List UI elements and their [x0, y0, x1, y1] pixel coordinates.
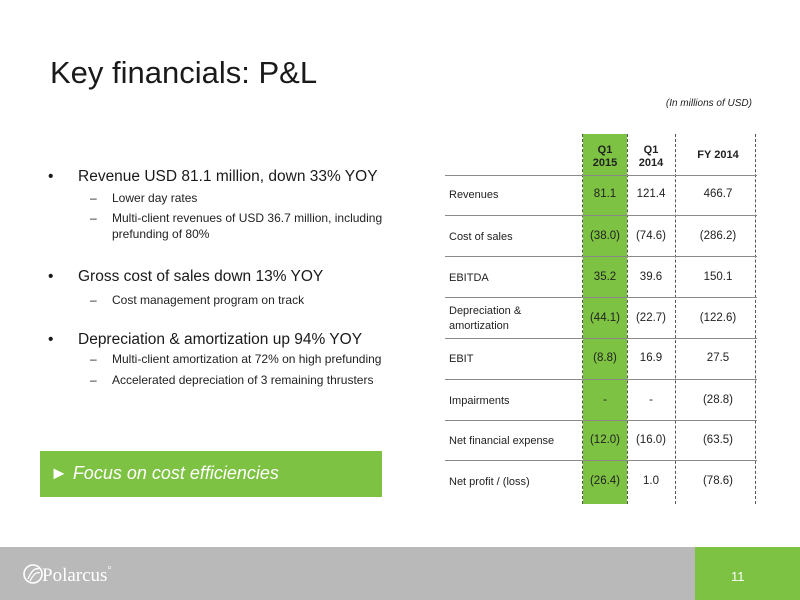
table-cell: (286.2): [699, 230, 737, 242]
row-label-depreciation-amortization: Depreciation & amortization: [449, 305, 522, 332]
table-cell: (74.6): [635, 230, 667, 242]
column-divider: [755, 134, 756, 504]
table-cell: (16.0): [635, 434, 667, 446]
table-cell: (44.1): [589, 312, 621, 324]
dash-symbol: –: [90, 191, 97, 205]
table-cell: (26.4): [589, 475, 621, 487]
financial-table: Q1 2015 Q1 2014 FY 2014 Revenues 81.1 12…: [445, 134, 757, 504]
column-divider: [675, 134, 676, 504]
table-cell: (78.6): [702, 475, 734, 487]
sub-bullet-text: Multi-client revenues of USD 36.7 millio…: [112, 211, 383, 241]
sub-bullet-text: Lower day rates: [112, 191, 198, 205]
company-logo: Polarcus°: [22, 561, 152, 589]
row-label-ebit: EBIT: [449, 353, 474, 365]
table-cell: (28.8): [702, 394, 734, 406]
table-cell: 27.5: [706, 352, 730, 364]
dash-symbol: –: [90, 211, 97, 225]
logo-wordmark: Polarcus: [42, 565, 108, 586]
bullet-text: Revenue USD 81.1 million, down 33% YOY: [78, 168, 378, 185]
column-divider: [627, 134, 628, 504]
table-cell: 1.0: [643, 475, 659, 487]
row-divider: [445, 175, 757, 176]
row-label-cost-of-sales: Cost of sales: [449, 231, 513, 243]
row-divider: [445, 379, 757, 380]
row-label-net-profit-loss: Net profit / (loss): [449, 476, 530, 488]
bullet-symbol: •: [48, 268, 54, 285]
table-cell: -: [603, 394, 607, 406]
table-cell: 81.1: [593, 188, 617, 200]
row-divider: [445, 297, 757, 298]
dash-symbol: –: [90, 293, 97, 307]
bullet-text: Gross cost of sales down 13% YOY: [78, 268, 324, 285]
row-divider: [445, 256, 757, 257]
row-divider: [445, 215, 757, 216]
sub-bullet-text: Multi-client amortization at 72% on high…: [112, 352, 382, 366]
callout-box: ► Focus on cost efficiencies: [40, 451, 382, 497]
table-cell: (12.0): [589, 434, 621, 446]
row-label-revenues: Revenues: [449, 189, 499, 201]
table-cell: 39.6: [639, 271, 663, 283]
page-number: 11: [731, 569, 745, 584]
page-title: Key financials: P&L: [50, 55, 318, 90]
row-divider: [445, 420, 757, 421]
table-cell: (22.7): [635, 312, 667, 324]
table-cell: 16.9: [639, 352, 663, 364]
footer-bar: Polarcus° 11: [0, 547, 800, 600]
row-label-net-financial-expense: Net financial expense: [449, 435, 555, 447]
sub-bullet-text: Accelerated depreciation of 3 remaining …: [112, 373, 374, 387]
header-q1-2014: Q1 2014: [638, 144, 664, 169]
header-q1-2015: Q1 2015: [592, 144, 618, 169]
row-divider: [445, 338, 757, 339]
table-cell: (8.8): [593, 352, 617, 364]
row-divider: [445, 460, 757, 461]
bullet-symbol: •: [48, 331, 54, 348]
table-cell: 35.2: [593, 271, 617, 283]
sub-bullet-text: Cost management program on track: [112, 293, 305, 307]
logo-text: Polarcus°: [42, 565, 111, 587]
table-cell: (122.6): [699, 312, 737, 324]
row-label-impairments: Impairments: [449, 395, 510, 407]
polarcus-logo-icon: [23, 564, 43, 584]
dash-symbol: –: [90, 373, 97, 387]
header-fy-2014: FY 2014: [697, 149, 739, 161]
column-divider: [582, 134, 583, 504]
table-cell: (63.5): [702, 434, 734, 446]
table-cell: (38.0): [589, 230, 621, 242]
bullet-text: Depreciation & amortization up 94% YOY: [78, 331, 363, 348]
table-cell: -: [649, 394, 653, 406]
table-cell: 150.1: [703, 271, 733, 283]
table-cell: 466.7: [703, 188, 733, 200]
page-number-box: 11: [695, 547, 800, 600]
logo-superscript: °: [107, 565, 112, 576]
row-label-ebitda: EBITDA: [449, 272, 489, 284]
table-cell: 121.4: [636, 188, 666, 200]
dash-symbol: –: [90, 352, 97, 366]
units-note: (In millions of USD): [665, 98, 752, 109]
current-quarter-highlight: [583, 134, 627, 504]
callout-text: ► Focus on cost efficiencies: [50, 463, 279, 483]
bullet-symbol: •: [48, 168, 54, 185]
